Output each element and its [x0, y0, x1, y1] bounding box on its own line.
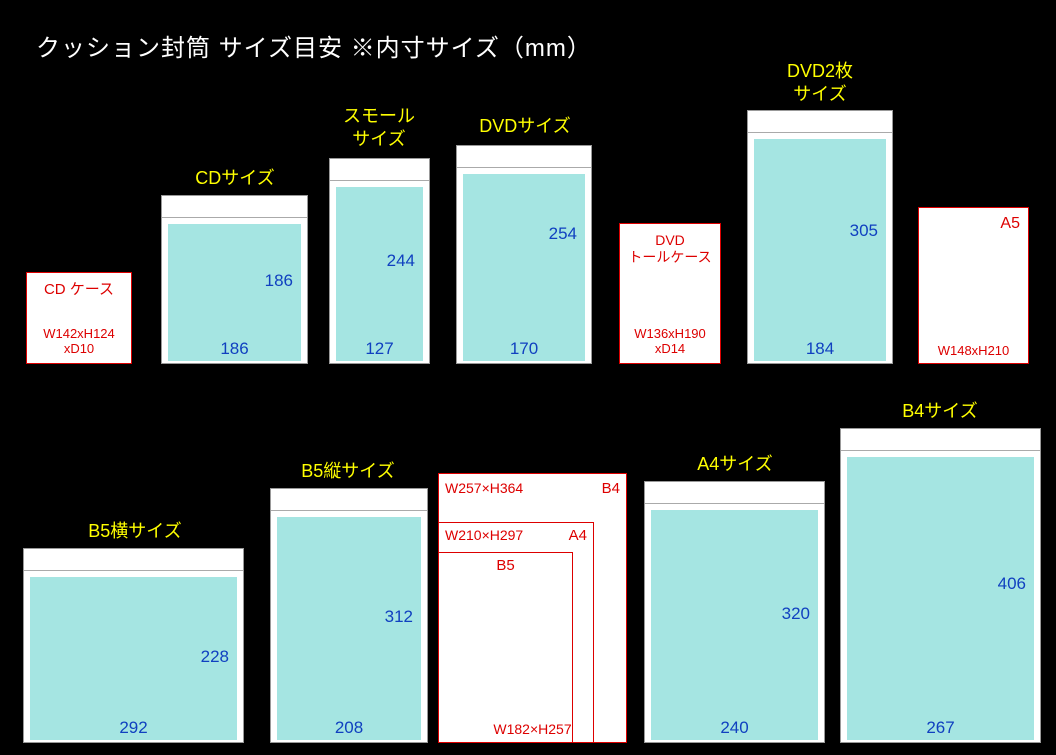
paper-a4-lbl: A4: [569, 527, 587, 545]
dvd-label: DVDサイズ: [460, 115, 590, 138]
dvd-inner: [463, 174, 585, 361]
cd-width: 186: [162, 339, 307, 359]
dvd2-label: DVD2枚 サイズ: [755, 60, 885, 107]
a4-envelope: 320 240: [644, 481, 825, 743]
a5-refbox: A5 W148xH210: [918, 207, 1029, 364]
dvd2-envelope: 305 184: [747, 110, 893, 364]
b4-inner: [847, 457, 1034, 740]
a4-flap: [645, 482, 824, 504]
paper-b5-dim: W182×H257: [439, 721, 626, 738]
b5h-label: B5横サイズ: [70, 520, 200, 543]
b4-label: B4サイズ: [875, 400, 1005, 423]
dvdtall-label: DVD トールケース: [620, 232, 720, 266]
cd-flap: [162, 196, 307, 218]
paper-b4-box: W257×H364 B4 W210×H297 A4 B5 W182×H257: [438, 473, 627, 743]
paper-b4-dim: W257×H364: [445, 480, 523, 497]
dvd2-height: 305: [850, 221, 878, 241]
b5h-width: 292: [24, 718, 243, 738]
dvdtall-dims: W136xH190 xD14: [620, 326, 720, 357]
a4-width: 240: [645, 718, 824, 738]
b5v-inner: [277, 517, 421, 740]
cd-envelope: 186 186: [161, 195, 308, 364]
dvd2-flap: [748, 111, 892, 133]
b4-flap: [841, 429, 1040, 451]
small-label: スモール サイズ: [329, 105, 429, 152]
a5-label: A5: [1000, 214, 1020, 233]
b4-width: 267: [841, 718, 1040, 738]
dvd-flap: [457, 146, 591, 168]
dvd-envelope: 254 170: [456, 145, 592, 364]
cdcase-label: CD ケース: [27, 281, 131, 299]
small-envelope: 244 127: [329, 158, 430, 364]
b5v-envelope: 312 208: [270, 488, 428, 743]
dvd2-width: 184: [748, 339, 892, 359]
small-inner: [336, 187, 423, 361]
dvd2-inner: [754, 139, 886, 361]
b4-height: 406: [998, 574, 1026, 594]
paper-b5-lbl: B5: [439, 557, 572, 575]
a4-inner: [651, 510, 818, 740]
small-width: 127: [330, 339, 429, 359]
b5v-label: B5縦サイズ: [283, 460, 413, 483]
b5h-height: 228: [201, 647, 229, 667]
dvdtall-refbox: DVD トールケース W136xH190 xD14: [619, 223, 721, 364]
page-title: クッション封筒 サイズ目安 ※内寸サイズ（mm）: [36, 28, 592, 63]
cdcase-dims: W142xH124 xD10: [27, 326, 131, 357]
a4-height: 320: [782, 604, 810, 624]
paper-b5-box: B5: [439, 552, 573, 742]
b5v-height: 312: [385, 607, 413, 627]
b5v-flap: [271, 489, 427, 511]
paper-b4-lbl: B4: [602, 480, 620, 498]
b5h-flap: [24, 549, 243, 571]
b4-envelope: 406 267: [840, 428, 1041, 743]
cdcase-refbox: CD ケース W142xH124 xD10: [26, 272, 132, 364]
b5h-envelope: 228 292: [23, 548, 244, 743]
a4-label: A4サイズ: [670, 453, 800, 476]
small-flap: [330, 159, 429, 181]
small-height: 244: [387, 251, 415, 271]
cd-label: CDサイズ: [175, 167, 295, 190]
paper-a4-dim: W210×H297: [445, 527, 523, 544]
dvd-height: 254: [549, 224, 577, 244]
dvd-width: 170: [457, 339, 591, 359]
cd-height: 186: [265, 271, 293, 291]
b5v-width: 208: [271, 718, 427, 738]
a5-dims: W148xH210: [919, 343, 1028, 359]
